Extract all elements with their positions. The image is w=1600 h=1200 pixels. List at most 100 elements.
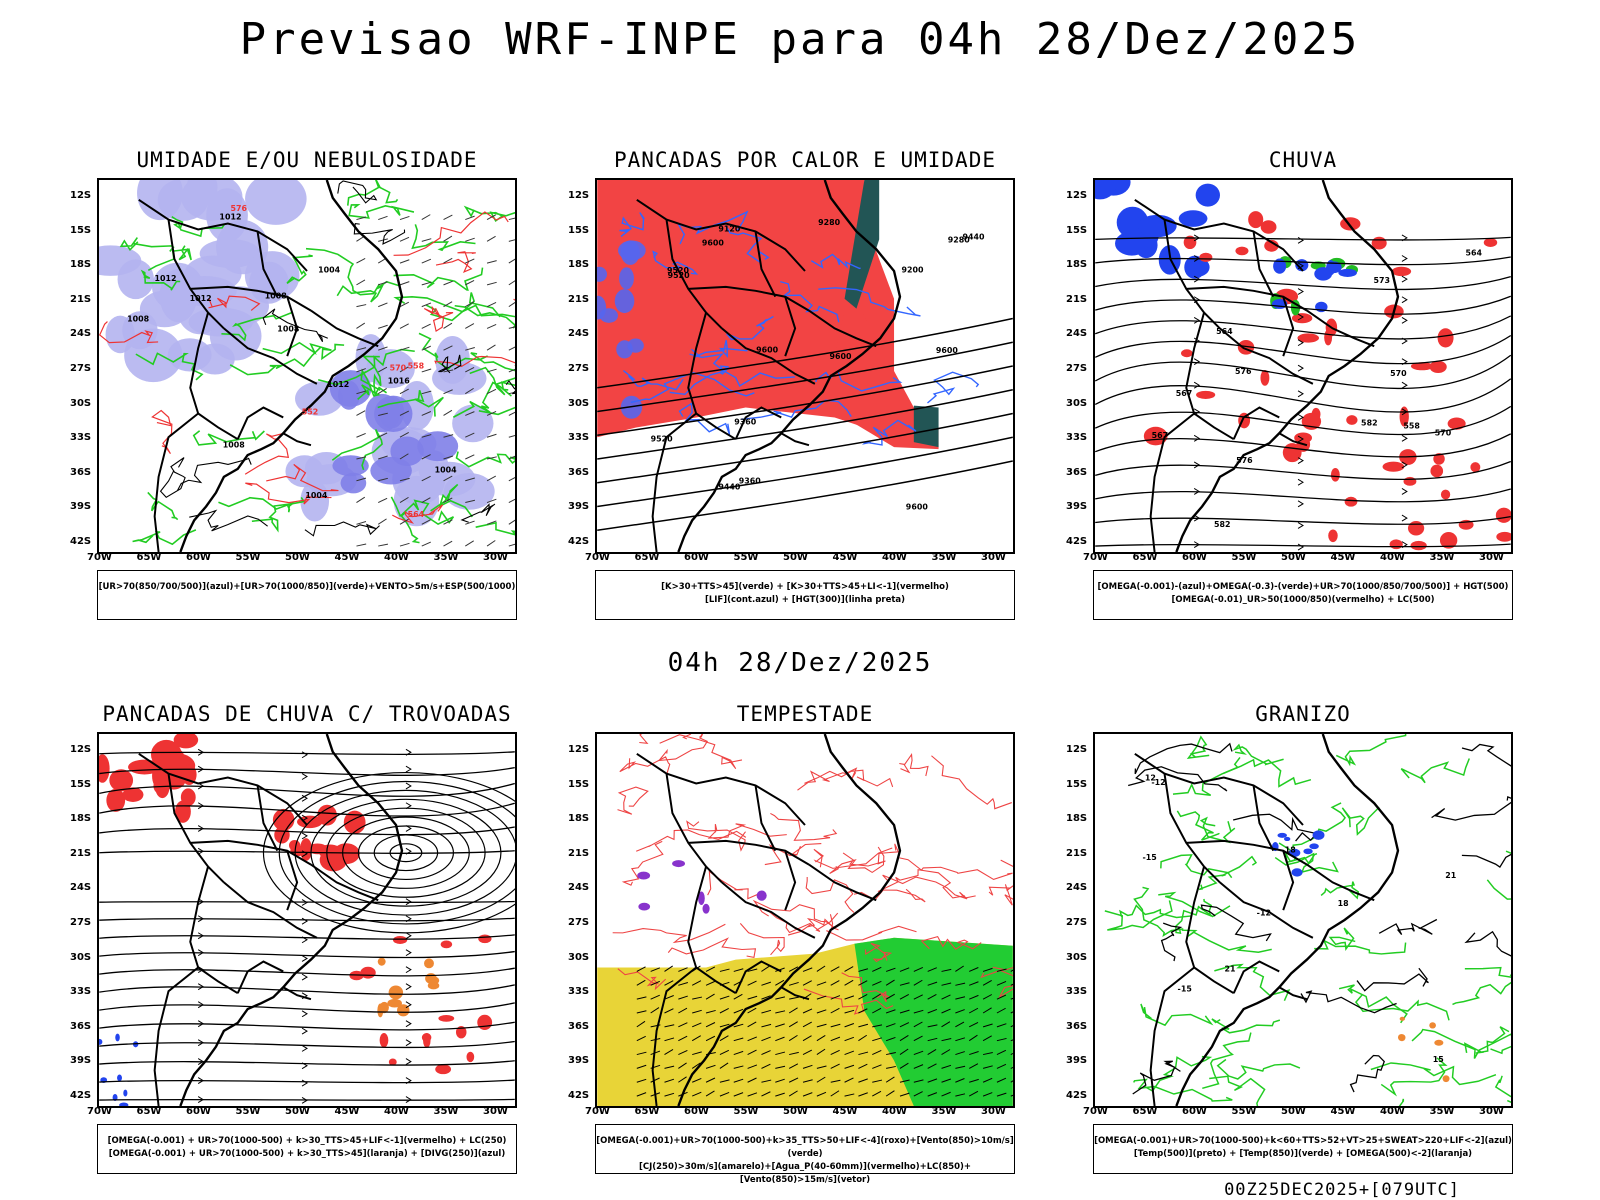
arrow-head — [301, 794, 308, 802]
height-contour — [597, 436, 1013, 508]
wind-vector — [941, 1078, 951, 1083]
contour-line — [636, 829, 747, 852]
field-patch — [443, 472, 495, 510]
political-border — [1282, 850, 1295, 911]
green-area — [913, 405, 939, 448]
wind-vector — [844, 966, 854, 972]
wind-vector — [705, 1022, 716, 1028]
contour-line — [623, 370, 684, 391]
contour-line — [1199, 816, 1236, 844]
wind-vector — [858, 1051, 869, 1056]
wind-vector — [968, 1007, 979, 1014]
wind-vector — [443, 455, 454, 460]
contour-line — [438, 354, 462, 374]
field-patch — [1195, 183, 1220, 207]
wind-vector — [508, 217, 515, 221]
contour-line — [1274, 852, 1339, 874]
field-patch — [702, 903, 710, 914]
contour-line — [931, 755, 1012, 810]
contour-line — [678, 402, 731, 435]
wind-vector — [858, 994, 868, 1000]
contour-label: 9360 — [734, 417, 757, 426]
latitude-tick: 39S — [70, 501, 92, 513]
arrow-head — [1297, 339, 1304, 347]
arrow-head — [1193, 514, 1201, 522]
longitude-tick: 35W — [931, 552, 957, 563]
wind-vector — [378, 281, 388, 286]
wind-vector — [356, 456, 367, 460]
political-border — [1149, 966, 1195, 1106]
arrow-head — [197, 1058, 205, 1065]
longitude-tick: 65W — [634, 1106, 660, 1117]
contour-line — [423, 305, 454, 333]
wind-vector — [816, 981, 827, 986]
contour-label: 9600 — [756, 346, 779, 355]
contour-line — [262, 308, 328, 343]
wind-vector — [421, 390, 432, 395]
field-patch — [1137, 214, 1177, 238]
wind-vector — [913, 1050, 924, 1056]
wind-vector — [844, 1009, 855, 1014]
field-patch — [618, 240, 646, 261]
wind-vector — [399, 215, 410, 221]
political-border — [1186, 285, 1308, 312]
wind-vector — [830, 1007, 840, 1014]
contour-line — [500, 381, 515, 391]
wind-vector — [443, 519, 453, 525]
wind-vector — [899, 1022, 910, 1028]
wind-vector — [691, 980, 702, 986]
wind-vector — [705, 1090, 715, 1097]
longitude-tick: 60W — [684, 1106, 709, 1117]
contour-line — [659, 734, 743, 770]
contour-line — [1134, 742, 1233, 775]
latitude-tick: 24S — [568, 882, 590, 894]
contour-line — [826, 914, 917, 941]
contour-line — [988, 884, 1013, 906]
contour-label: 1004 — [435, 466, 458, 475]
field-patch — [1273, 258, 1287, 274]
wind-vector — [982, 1092, 993, 1097]
wind-vector — [678, 1076, 687, 1083]
wind-vector — [969, 994, 979, 1000]
wind-vector — [941, 982, 952, 986]
streamline — [1095, 315, 1511, 340]
longitude-tick: 50W — [285, 552, 310, 563]
wind-vector — [399, 281, 410, 286]
contour-line — [392, 504, 444, 524]
longitude-tick: 60W — [186, 1106, 211, 1117]
wind-vector — [872, 1007, 882, 1014]
wind-vector — [691, 1062, 701, 1069]
wind-vector — [1010, 1011, 1013, 1014]
longitude-tick: 30W — [981, 1106, 1006, 1117]
arrow-head — [1297, 522, 1304, 529]
wind-vector — [733, 1050, 744, 1056]
field-patch — [99, 1038, 103, 1045]
wind-vector — [913, 1035, 923, 1042]
contour-line — [805, 877, 855, 913]
wind-vector — [636, 979, 646, 986]
contour-line — [377, 389, 444, 417]
field-patch — [614, 289, 635, 314]
contour-line — [669, 365, 730, 396]
latitude-tick: 15S — [568, 778, 590, 790]
wind-vector — [664, 1092, 675, 1097]
wind-vector — [443, 235, 453, 242]
arrow-head — [1193, 316, 1201, 324]
wind-vector — [844, 1093, 855, 1097]
arrow-head — [405, 748, 412, 756]
wind-vector — [465, 215, 475, 221]
field-patch — [1184, 255, 1206, 279]
political-border — [651, 412, 697, 552]
wind-vector — [816, 1009, 827, 1014]
wind-vector — [927, 993, 937, 1000]
contour-line — [677, 210, 749, 245]
contour-line — [304, 521, 380, 537]
panel-legend: [OMEGA(-0.001)-(azul)+OMEGA(-0.3)-(verde… — [1093, 570, 1513, 620]
contour-line — [1320, 881, 1360, 900]
wind-vector — [788, 1077, 799, 1083]
contour-label: 570 — [390, 363, 407, 372]
arrow-head — [1297, 413, 1304, 421]
wind-vector — [356, 258, 366, 264]
legend-line: [OMEGA(-0.001)-(azul)+OMEGA(-0.3)-(verde… — [1097, 582, 1509, 592]
wind-vector — [486, 410, 497, 416]
